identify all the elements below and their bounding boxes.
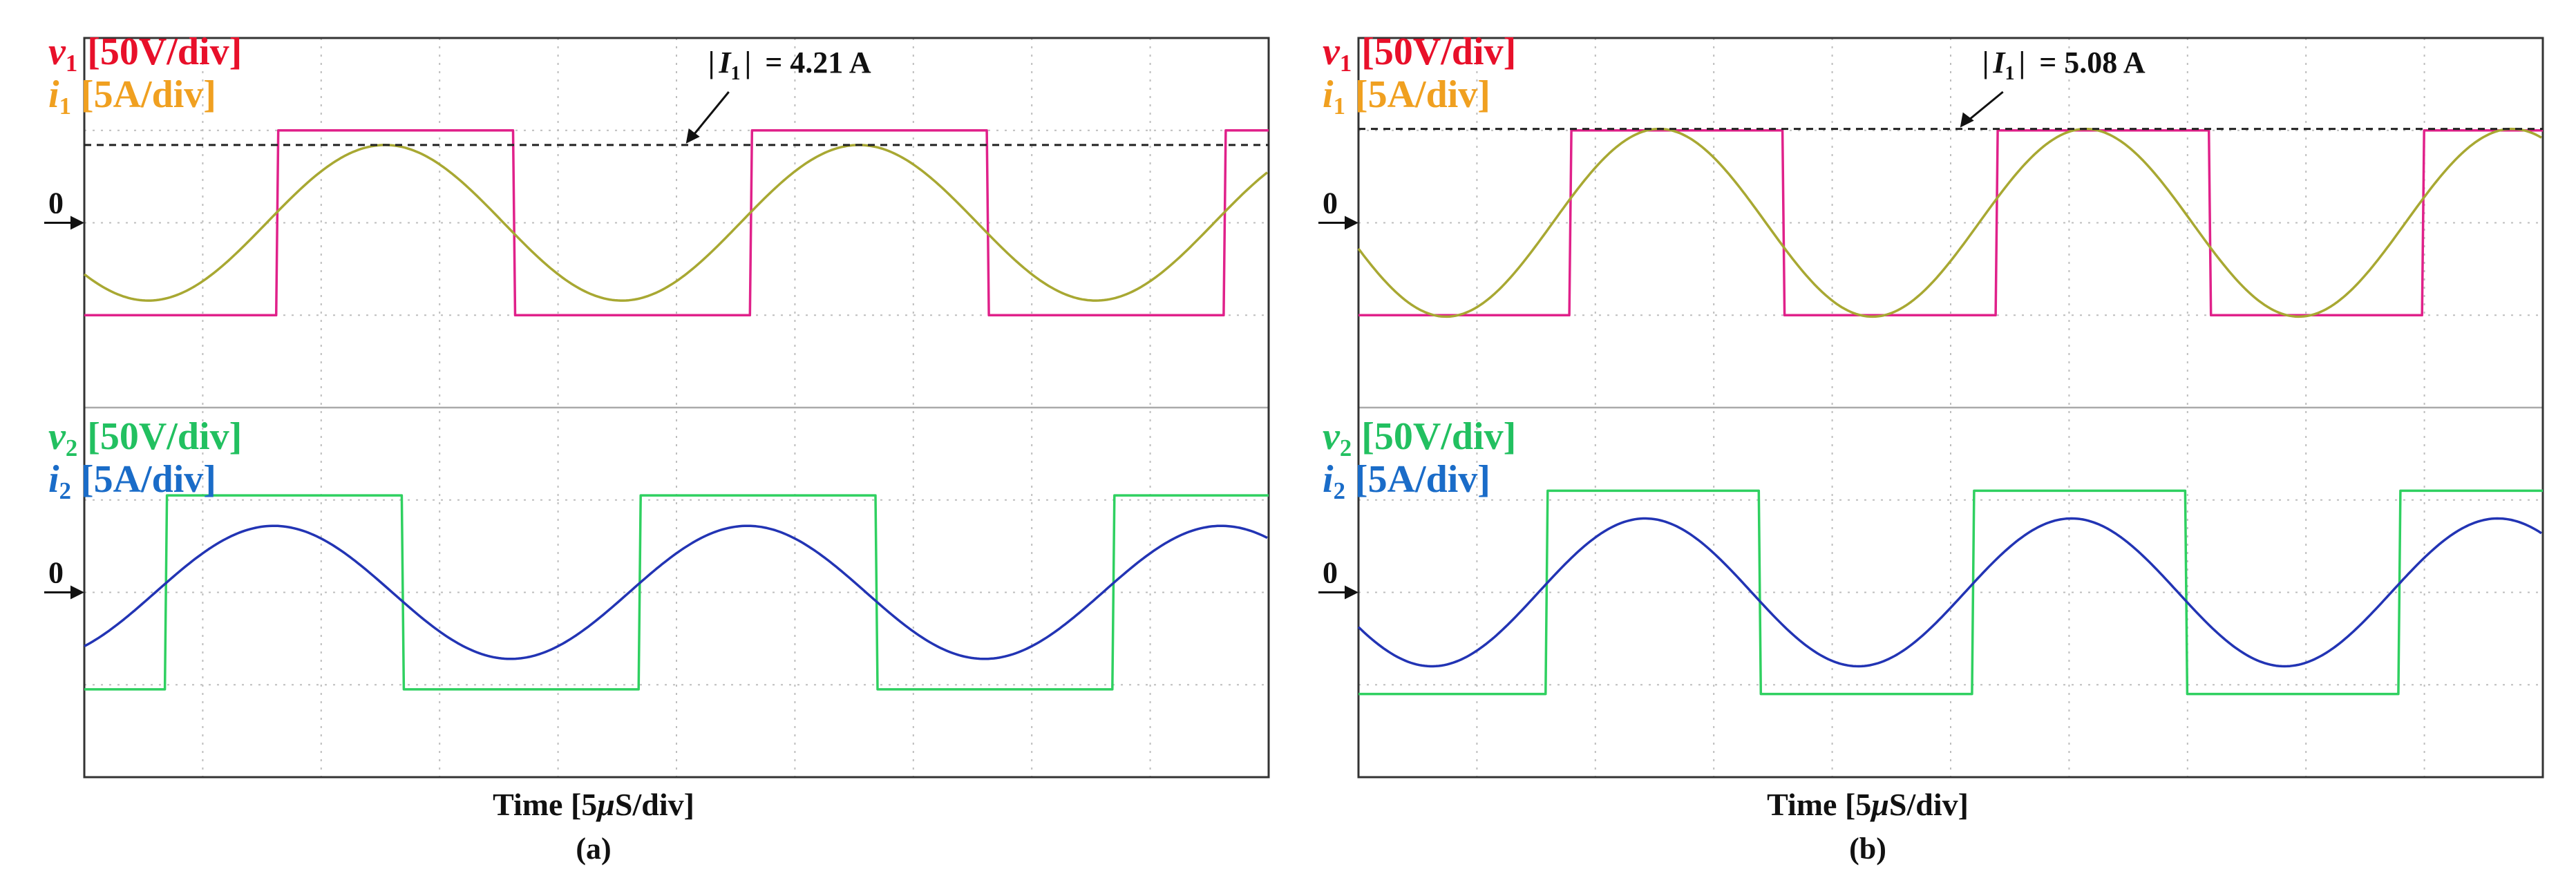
x-axis-label: Time [5μS/div] [1767, 787, 1969, 822]
peak-bar-left: | [1982, 46, 1989, 79]
x-axis-label: Time [5μS/div] [493, 787, 694, 822]
zero-marker-label: 0 [48, 187, 64, 220]
trace-v1 [1358, 129, 2543, 317]
peak-symbol: I [1992, 46, 2006, 79]
label-i1: i1 [5A/div] [48, 73, 216, 120]
peak-bar-right: | [745, 46, 752, 79]
label-i2: i2 [5A/div] [48, 458, 216, 504]
peak-arrow-head [685, 128, 700, 144]
grid [1358, 38, 2543, 777]
trace-i2 [84, 524, 1268, 660]
trace-v1 [84, 129, 1269, 317]
peak-subscript: 1 [2005, 63, 2015, 84]
trace-i1 [1357, 127, 2542, 318]
label-i1-subscript: 1 [59, 93, 71, 120]
peak-bar-right: | [2019, 46, 2026, 79]
zero-marker-arrow [1345, 585, 1358, 600]
zero-marker-arrow [1345, 216, 1358, 230]
label-v2-subscript: 2 [66, 435, 77, 461]
zero-marker-label: 0 [1323, 187, 1338, 220]
label-i2-subscript: 2 [59, 477, 71, 504]
x-axis-label-mu: μ [596, 787, 615, 822]
peak-arrow-line [688, 91, 730, 142]
plot-frame [83, 37, 1270, 779]
label-i2-subscript: 2 [1334, 477, 1345, 504]
label-i1-symbol: i [48, 73, 59, 116]
x-axis-label-mu: μ [1870, 787, 1889, 822]
scope-panel-a: 00| I1 | = 4.21 Av1 [50V/div]i1 [5A/div]v2 [50… [44, 30, 1270, 866]
trace-i2 [1357, 517, 2542, 668]
label-v2-scale: [50V/div] [87, 415, 242, 458]
zero-marker-label: 0 [48, 556, 64, 590]
label-v2-symbol: v [48, 415, 66, 458]
label-i2-scale: [5A/div] [81, 458, 216, 501]
peak-annotation: | I1 | = 5.08 A [1982, 46, 2146, 84]
label-v2-scale: [50V/div] [1361, 415, 1516, 458]
plot-frame [1357, 37, 2544, 779]
peak-arrow-head [1960, 112, 1974, 128]
label-v1-subscript: 1 [66, 50, 77, 77]
x-axis-label-suffix: S/div] [1889, 787, 1969, 822]
label-i2: i2 [5A/div] [1323, 458, 1490, 504]
peak-annotation: | I1 | = 4.21 A [708, 46, 871, 84]
peak-bar-left: | [708, 46, 715, 79]
label-i1-subscript: 1 [1334, 93, 1345, 120]
label-v1-subscript: 1 [1340, 50, 1352, 77]
label-v1-scale: [50V/div] [87, 30, 242, 73]
label-v1-symbol: v [1323, 30, 1341, 73]
label-i1-scale: [5A/div] [1355, 73, 1490, 116]
label-i1: i1 [5A/div] [1323, 73, 1490, 120]
label-v2-subscript: 2 [1340, 435, 1352, 461]
trace-i1 [83, 144, 1269, 302]
peak-subscript: 1 [731, 63, 741, 84]
x-axis-label-prefix: Time [5 [1767, 787, 1871, 822]
label-v1-symbol: v [48, 30, 66, 73]
label-v1: v1 [50V/div] [1323, 30, 1516, 77]
label-i2-scale: [5A/div] [1355, 458, 1490, 501]
panel-caption: (b) [1849, 832, 1886, 866]
label-v2: v2 [50V/div] [1323, 415, 1516, 461]
panel-caption: (a) [576, 832, 611, 866]
x-axis-label-suffix: S/div] [615, 787, 694, 822]
label-i1-scale: [5A/div] [81, 73, 216, 116]
label-v1-scale: [50V/div] [1361, 30, 1516, 73]
trace-v2 [84, 494, 1269, 691]
label-v2-symbol: v [1323, 415, 1341, 458]
zero-marker-label: 0 [1323, 556, 1338, 590]
peak-value: = 5.08 A [2039, 46, 2146, 79]
grid [84, 38, 1269, 777]
label-v1: v1 [50V/div] [48, 30, 242, 77]
label-i1-symbol: i [1323, 73, 1334, 116]
x-axis-label-prefix: Time [5 [493, 787, 597, 822]
peak-value: = 4.21 A [765, 46, 871, 79]
zero-marker-arrow [70, 216, 84, 230]
label-i2-symbol: i [1323, 458, 1334, 501]
label-i2-symbol: i [48, 458, 59, 501]
scope-panel-b: 00| I1 | = 5.08 Av1 [50V/div]i1 [5A/div]v2 [50… [1318, 30, 2544, 866]
zero-marker-arrow [70, 585, 84, 600]
label-v2: v2 [50V/div] [48, 415, 242, 461]
peak-symbol: I [718, 46, 732, 79]
trace-v2 [1358, 489, 2543, 696]
